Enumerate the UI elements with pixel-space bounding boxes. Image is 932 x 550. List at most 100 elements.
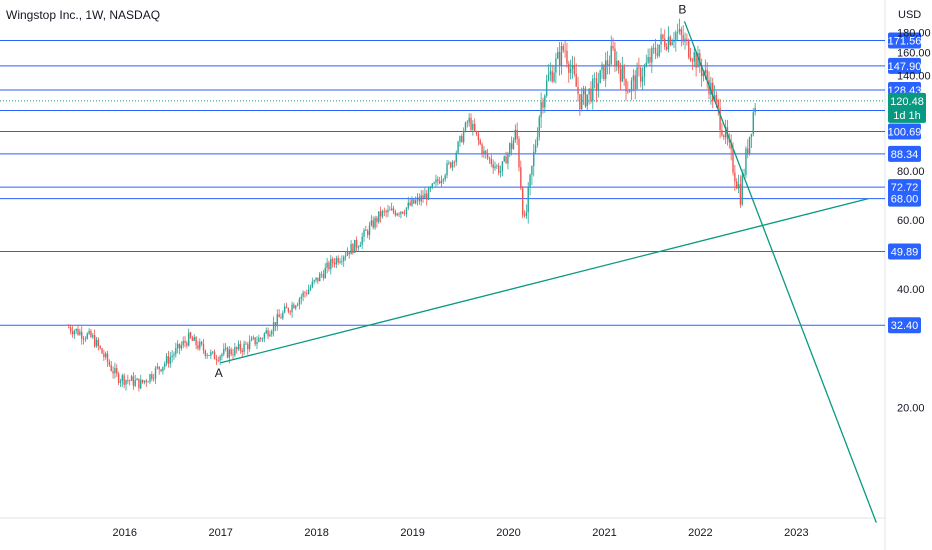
candle-body [494, 166, 496, 169]
candle-body [215, 359, 218, 361]
candle-body [640, 68, 642, 82]
candle-body [339, 261, 341, 263]
candle-body [706, 69, 708, 80]
candle-body [678, 29, 681, 32]
candle-body [442, 179, 445, 181]
candle-body [400, 211, 402, 215]
candle-body [512, 140, 515, 150]
candle-body [625, 79, 627, 92]
candle-body [518, 138, 520, 168]
candle-body [315, 277, 317, 281]
candle-body [313, 280, 315, 282]
candle-body [667, 36, 670, 50]
candle-body [416, 197, 419, 201]
time-tick-label: 2017 [208, 527, 232, 539]
candle-body [330, 259, 332, 270]
candle-body [497, 165, 500, 173]
candle-body [444, 175, 446, 180]
candle-body [533, 151, 535, 166]
candle-body [241, 350, 243, 352]
candle-body [180, 345, 183, 349]
candle-body [230, 349, 232, 355]
candle-body [715, 95, 718, 101]
candle-body [420, 195, 422, 202]
candle-body [73, 330, 76, 335]
candle-body [250, 338, 253, 341]
plot-area [0, 0, 886, 550]
price-tick-label: 140.00 [897, 70, 931, 82]
price-axis[interactable]: 20.00 40.00 60.00 80.00 140.00 160.00 180.00 [897, 27, 931, 414]
candle-body [197, 345, 199, 349]
price-tick-label: 40.00 [897, 284, 925, 296]
level-price-label: 100.69 [888, 127, 922, 139]
candle-body [258, 337, 260, 343]
candle-body [259, 337, 262, 339]
candle-body [584, 88, 587, 107]
candle-body [433, 182, 435, 184]
candle-body [165, 356, 168, 364]
candle-body [101, 348, 103, 354]
time-tick-label: 2018 [304, 527, 328, 539]
candle-body [200, 341, 203, 345]
candle-body [652, 47, 655, 49]
candle-body [383, 210, 385, 212]
candle-body [103, 353, 105, 358]
candle-body [171, 355, 173, 358]
candle-body [346, 252, 349, 256]
candle-body [224, 347, 227, 349]
trendline[interactable] [683, 21, 877, 523]
candle-body [136, 378, 138, 381]
candle-body [176, 343, 179, 349]
candle-body [735, 181, 738, 189]
candle-body [193, 337, 195, 341]
candle-body [503, 156, 505, 162]
candle-body [538, 117, 540, 137]
candle-body [479, 140, 481, 145]
candle-body [630, 80, 633, 92]
candle-body [651, 47, 653, 63]
candle-body [134, 380, 136, 386]
candle-body [523, 215, 526, 216]
candle-body [555, 58, 557, 73]
candle-body [569, 68, 572, 73]
candle-body [662, 34, 664, 39]
candle-body [184, 341, 186, 343]
candle-body [564, 50, 566, 52]
horizontal-levels: 171.56147.90128.43113.92100.6988.3472.72… [0, 32, 926, 334]
candle-body [79, 331, 81, 335]
candle-body [147, 381, 149, 383]
candle-body [280, 317, 282, 319]
candle-body [553, 72, 555, 82]
time-tick-label: 2023 [784, 527, 808, 539]
candle-body [617, 60, 620, 70]
candle-body [627, 91, 629, 93]
candle-body [514, 129, 516, 141]
candle-body [656, 53, 659, 56]
candle-body [355, 239, 358, 248]
candle-body [90, 330, 92, 337]
level-price-tag [888, 190, 921, 207]
candle-body [337, 257, 339, 263]
candle-body [560, 46, 563, 66]
candle-body [593, 78, 596, 80]
level-price-tag [888, 243, 921, 260]
candle-body [68, 327, 70, 329]
candle-body [610, 45, 612, 65]
candle-body [691, 60, 694, 62]
time-axis[interactable]: 2016 2017 2018 2019 2020 2021 2022 2023 [113, 527, 809, 539]
candle-body [252, 337, 255, 339]
candle-body [723, 135, 725, 138]
candle-body [551, 71, 553, 82]
candle-body [116, 368, 118, 374]
candle-body [121, 375, 124, 382]
candle-body [108, 361, 111, 366]
candle-body [496, 165, 498, 167]
candle-body [278, 314, 280, 318]
candle-body [320, 273, 323, 275]
bar-countdown-label: 1d 1h [893, 110, 921, 122]
candle-body [529, 174, 531, 188]
candle-body [461, 136, 463, 143]
candle-body [138, 378, 140, 389]
trendline[interactable] [220, 197, 869, 364]
